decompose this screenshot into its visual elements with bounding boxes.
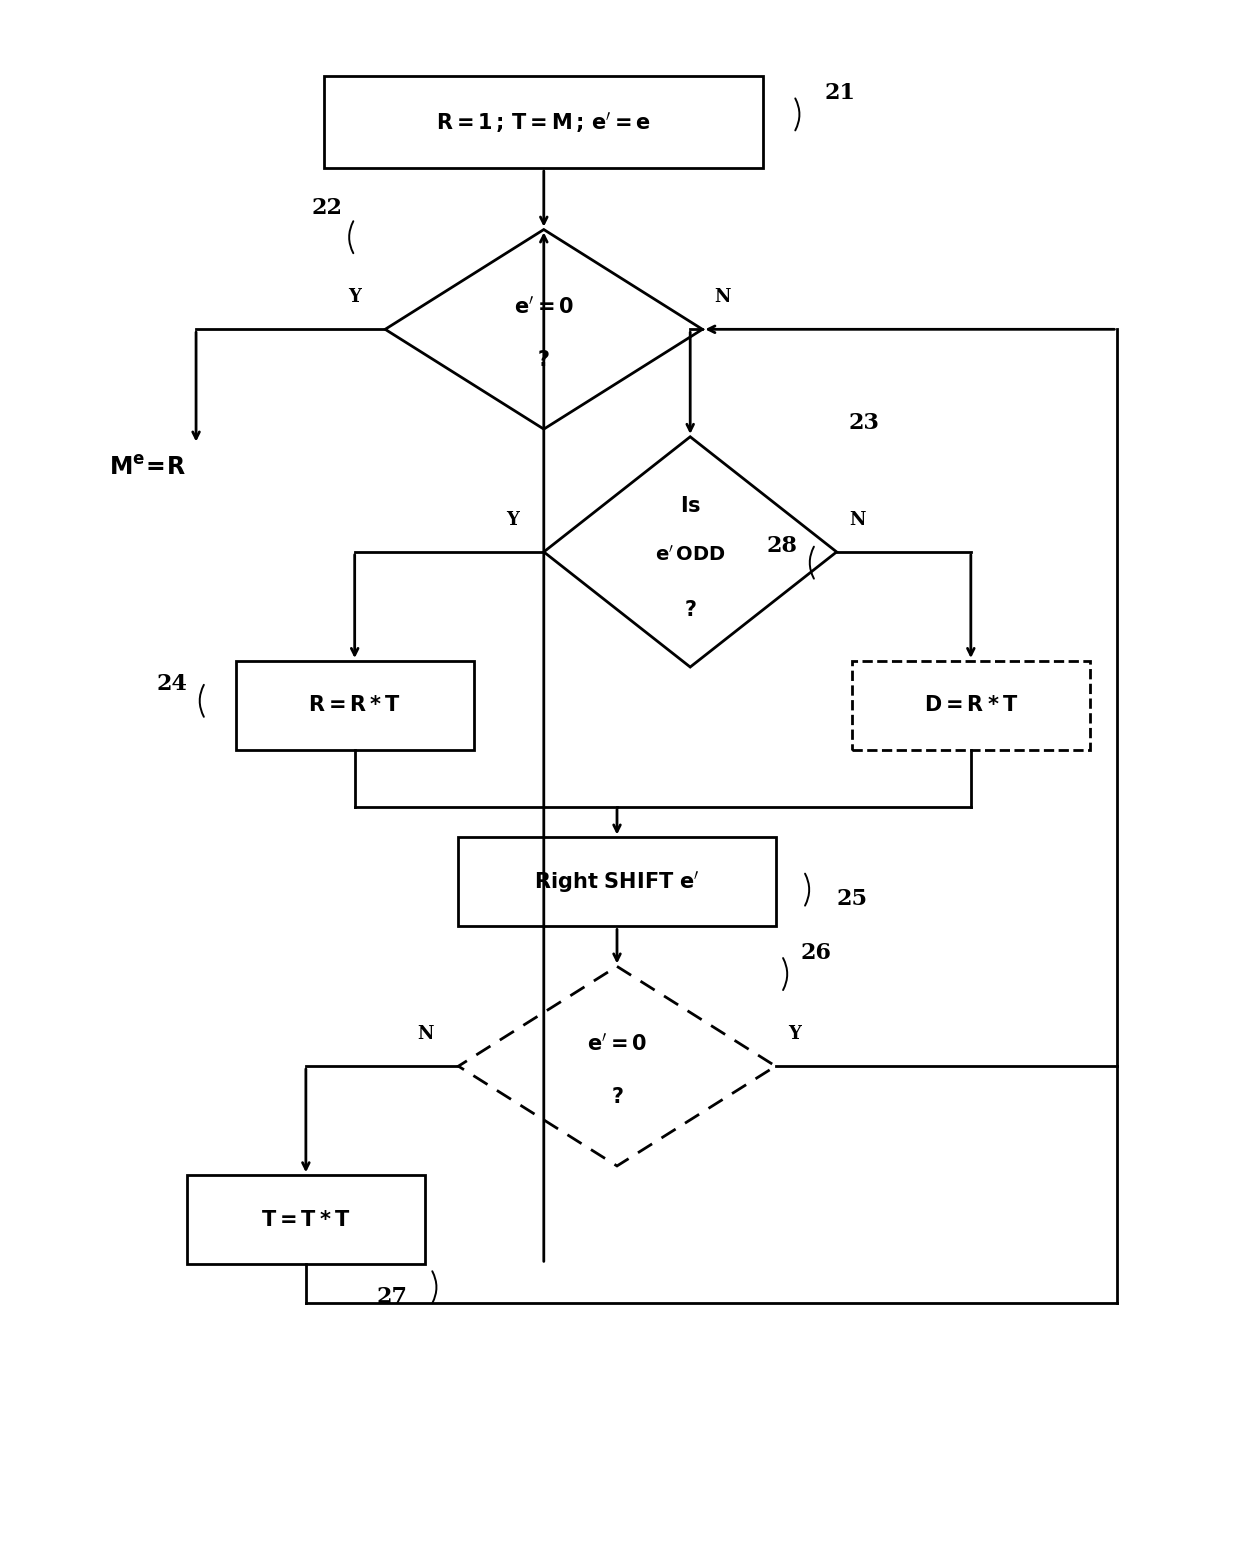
Text: Y: Y: [787, 1025, 801, 1042]
Text: Y: Y: [506, 511, 520, 528]
Text: $\mathbf{T=T*T}$: $\mathbf{T=T*T}$: [262, 1210, 350, 1230]
Text: 26: 26: [800, 942, 830, 963]
Text: 27: 27: [376, 1286, 407, 1307]
Text: 28: 28: [766, 534, 797, 558]
Bar: [851, 661, 1090, 750]
Text: 22: 22: [312, 197, 343, 220]
Text: 21: 21: [824, 82, 855, 104]
Text: 24: 24: [157, 674, 188, 696]
Text: $\mathbf{R=1\,;\,T=M\,;\,e'=e}$: $\mathbf{R=1\,;\,T=M\,;\,e'=e}$: [437, 110, 652, 135]
Text: $\mathbf{?}$: $\mathbf{?}$: [684, 601, 696, 620]
Text: $\mathbf{M^e\!=\!R}$: $\mathbf{M^e\!=\!R}$: [109, 455, 185, 480]
Text: $\mathbf{Is}$: $\mathbf{Is}$: [680, 496, 701, 516]
Text: $\mathbf{?}$: $\mathbf{?}$: [538, 350, 550, 370]
Text: $\mathbf{e'\,ODD}$: $\mathbf{e'\,ODD}$: [655, 545, 726, 565]
Bar: [325, 76, 764, 169]
Text: Y: Y: [348, 288, 360, 307]
Text: 25: 25: [837, 888, 868, 909]
Bar: [186, 1176, 424, 1264]
Text: $\mathbf{e'=0}$: $\mathbf{e'=0}$: [587, 1032, 647, 1055]
Text: $\mathbf{R=R*T}$: $\mathbf{R=R*T}$: [308, 696, 401, 716]
Text: 23: 23: [849, 412, 880, 434]
Text: $\mathbf{?}$: $\mathbf{?}$: [611, 1087, 623, 1108]
Text: $\mathbf{Right\ SHIFT\ e'}$: $\mathbf{Right\ SHIFT\ e'}$: [534, 869, 700, 895]
Text: $\mathbf{D=R*T}$: $\mathbf{D=R*T}$: [924, 696, 1018, 716]
Bar: [458, 838, 776, 926]
Text: $\mathbf{e'=0}$: $\mathbf{e'=0}$: [513, 296, 574, 318]
Bar: [236, 661, 474, 750]
Text: N: N: [849, 511, 865, 528]
Text: N: N: [714, 288, 731, 307]
Text: N: N: [417, 1025, 434, 1042]
